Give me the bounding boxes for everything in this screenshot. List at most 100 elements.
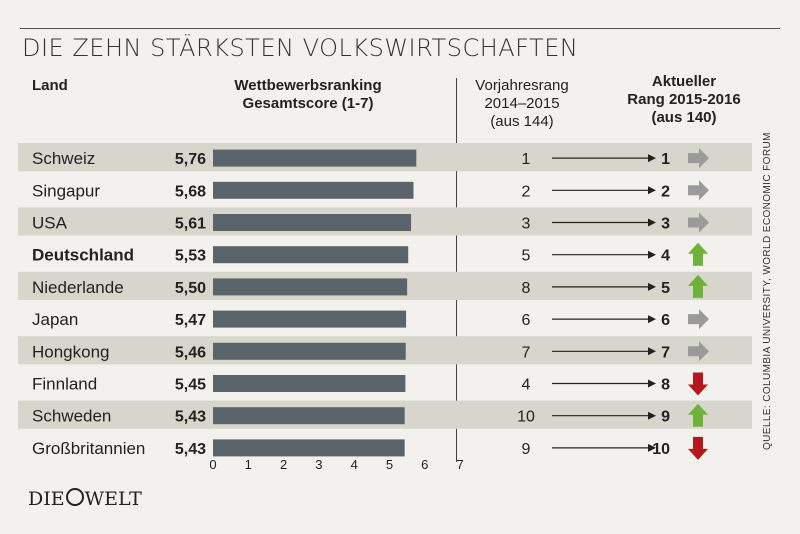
top-rule (20, 28, 780, 29)
trend-down-arrow-icon (688, 436, 708, 460)
country-label: Finnland (32, 375, 97, 394)
header-score-line1: Wettbewerbsranking (234, 77, 382, 94)
country-label: Schweiz (32, 149, 95, 168)
header-curr-line3: (aus 140) (651, 109, 717, 126)
score-bar (213, 246, 409, 264)
previous-rank: 4 (522, 377, 531, 394)
globe-icon (65, 488, 84, 506)
score-bar (213, 310, 407, 328)
value-label: 5,53 (175, 248, 206, 265)
previous-rank: 7 (522, 344, 531, 361)
current-rank: 6 (661, 312, 670, 329)
x-tick-label: 2 (280, 457, 287, 472)
previous-rank: 10 (517, 409, 535, 426)
value-label: 5,43 (175, 441, 206, 458)
header-prev-line2: 2014–2015 (484, 95, 560, 112)
previous-rank: 6 (522, 312, 531, 329)
logo-left: DIE (28, 488, 65, 510)
current-rank: 3 (661, 216, 670, 233)
trend-up-arrow-icon (688, 274, 708, 298)
country-label: Deutschland (32, 246, 134, 265)
rank-arrow-head (648, 315, 656, 324)
column-divider (456, 78, 457, 462)
country-label: Hongkong (32, 342, 110, 361)
country-label: Niederlande (32, 278, 124, 297)
score-bar (213, 278, 408, 296)
x-tick-label: 7 (456, 457, 463, 472)
header-score: Wettbewerbsranking Gesamtscore (1-7) (208, 77, 408, 113)
value-label: 5,50 (175, 280, 206, 297)
score-bar (213, 375, 406, 392)
header-curr-line1: Aktueller (651, 73, 717, 90)
trend-up-arrow-icon (688, 242, 708, 266)
value-label: 5,76 (175, 151, 206, 168)
score-bar (213, 342, 406, 360)
x-tick-label: 3 (315, 457, 322, 472)
previous-rank: 9 (522, 441, 531, 458)
current-rank: 9 (661, 409, 670, 426)
trend-down-arrow-icon (688, 372, 708, 396)
value-label: 5,47 (175, 312, 206, 329)
header-current-rank: Aktueller Rang 2015-2016 (aus 140) (614, 73, 754, 127)
country-label: Singapur (32, 181, 100, 200)
rank-arrow-head (648, 443, 656, 452)
trend-same-arrow-icon (688, 148, 709, 169)
die-welt-logo: DIE WELT (28, 488, 142, 510)
previous-rank: 3 (522, 216, 531, 233)
value-label: 5,61 (175, 216, 206, 233)
rank-arrow-head (648, 347, 656, 356)
header-previous-rank: Vorjahresrang 2014–2015 (aus 144) (462, 77, 582, 131)
previous-rank: 5 (522, 248, 531, 265)
x-tick-label: 6 (421, 457, 428, 472)
score-bar (213, 407, 405, 425)
trend-up-arrow-icon (688, 403, 708, 427)
header-prev-line1: Vorjahresrang (475, 77, 569, 94)
rank-arrow-head (648, 411, 656, 420)
country-label: USA (32, 214, 68, 233)
rank-arrow-head (648, 282, 656, 291)
current-rank: 7 (661, 344, 670, 361)
x-tick-label: 4 (351, 457, 358, 472)
x-tick-label: 1 (245, 457, 252, 472)
trend-same-arrow-icon (688, 212, 709, 233)
current-rank: 10 (652, 441, 670, 458)
previous-rank: 1 (522, 151, 531, 168)
rank-arrow-head (648, 379, 656, 388)
logo-right: WELT (84, 488, 142, 510)
country-label: Großbritannien (32, 439, 145, 458)
trend-same-arrow-icon (688, 341, 709, 362)
country-label: Schweden (32, 407, 111, 426)
score-bar (213, 214, 412, 231)
rank-arrow-head (648, 218, 656, 227)
score-bar (213, 439, 405, 457)
value-label: 5,46 (175, 344, 206, 361)
rank-arrow-head (648, 186, 656, 195)
trend-same-arrow-icon (688, 309, 709, 330)
previous-rank: 8 (522, 280, 531, 297)
header-prev-line3: (aus 144) (490, 113, 554, 130)
current-rank: 1 (661, 151, 670, 168)
current-rank: 5 (661, 280, 670, 297)
header-curr-line2: Rang 2015-2016 (627, 91, 741, 108)
value-label: 5,68 (175, 183, 206, 200)
previous-rank: 2 (522, 183, 531, 200)
x-tick-label: 5 (386, 457, 393, 472)
rank-arrow-head (648, 250, 656, 259)
value-label: 5,43 (175, 409, 206, 426)
header-land: Land (32, 77, 68, 94)
country-label: Japan (32, 310, 78, 329)
value-label: 5,45 (175, 377, 206, 394)
chart-title: DIE ZEHN STÄRKSTEN VOLKSWIRTSCHAFTEN (22, 34, 579, 62)
source-note: QUELLE: COLUMBIA UNIVERSITY, WORLD ECONO… (762, 132, 773, 450)
header-score-line2: Gesamtscore (1-7) (242, 95, 374, 112)
score-bar (213, 149, 417, 167)
current-rank: 8 (661, 377, 670, 394)
x-tick-label: 0 (209, 457, 216, 472)
rank-arrow-head (648, 154, 656, 163)
current-rank: 4 (661, 248, 670, 265)
score-bar (213, 181, 414, 199)
current-rank: 2 (661, 183, 670, 200)
trend-same-arrow-icon (688, 180, 709, 201)
